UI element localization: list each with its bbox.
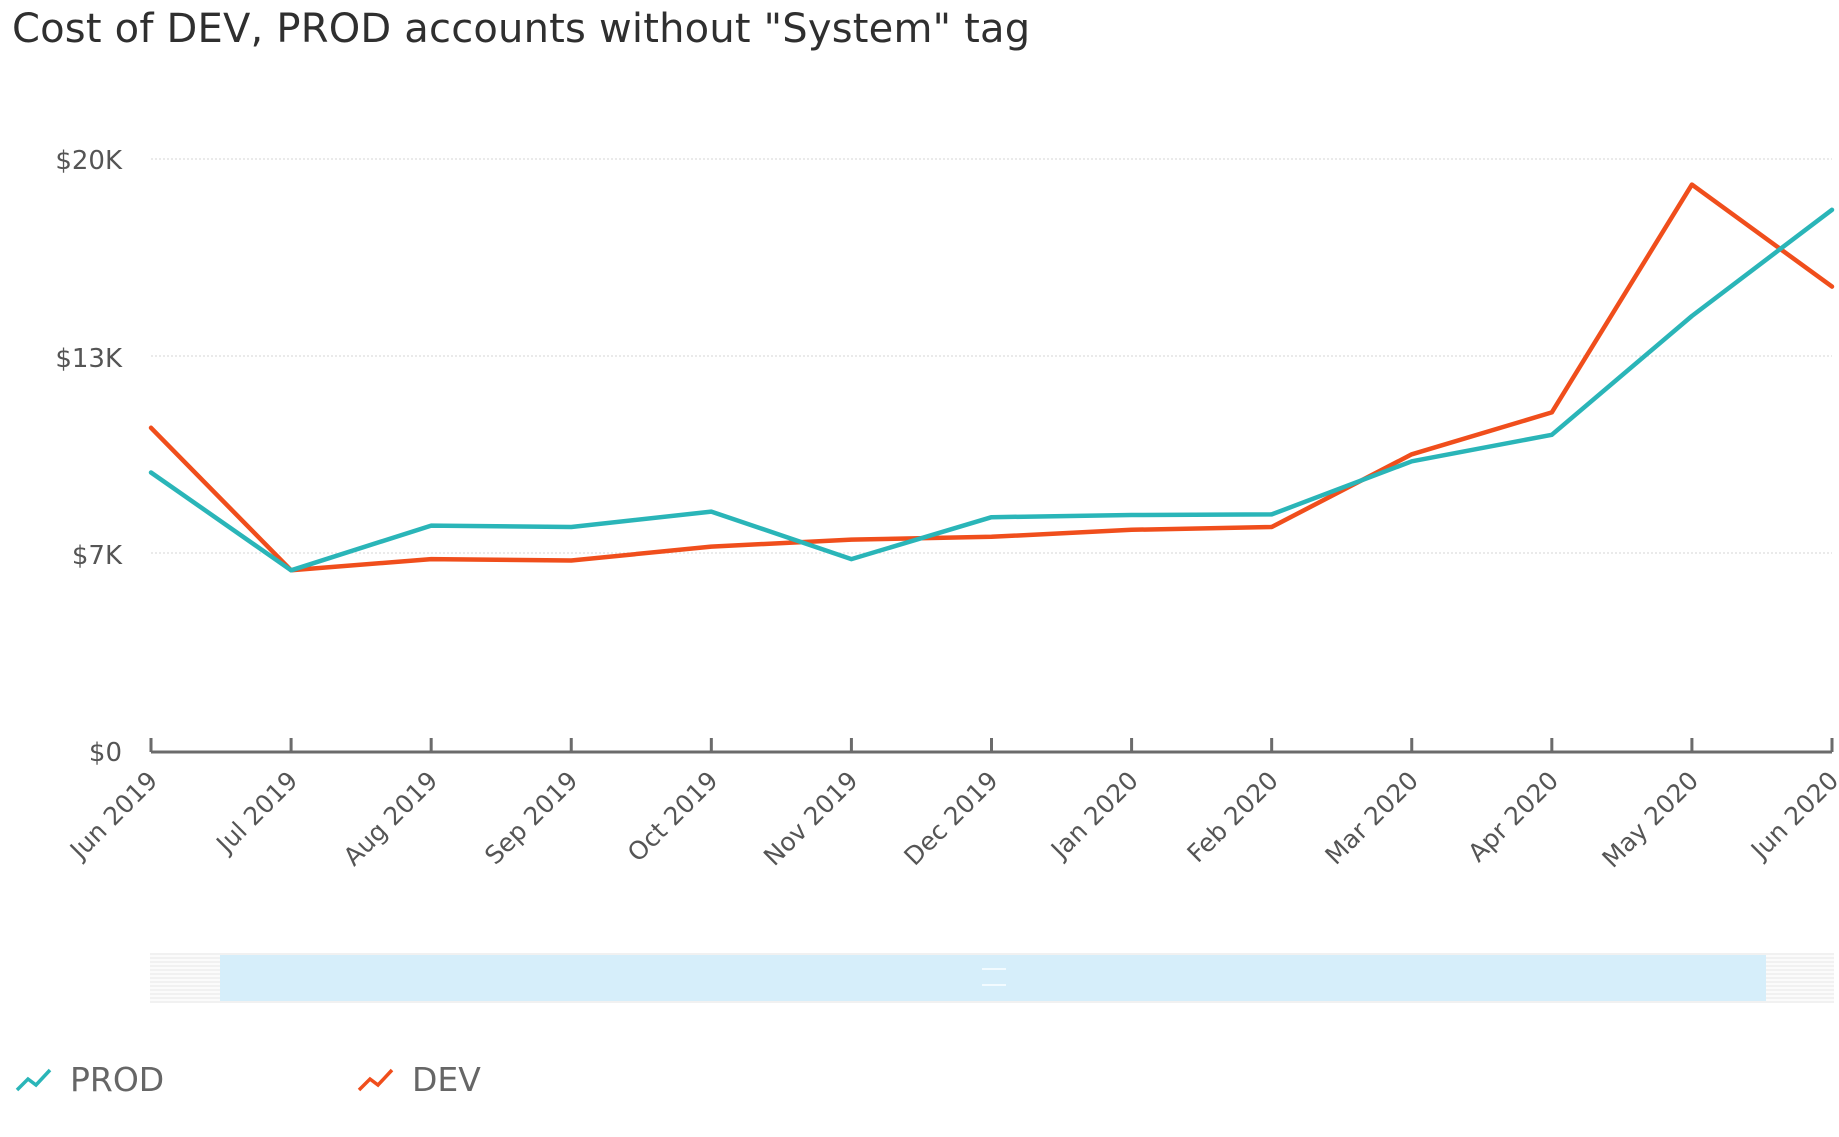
range-scrollbar-thumb[interactable] <box>220 955 1766 1001</box>
x-tick-label: Jun 2020 <box>1744 766 1839 866</box>
x-tick-label: Jun 2019 <box>63 766 163 866</box>
line-chart-icon <box>15 1068 52 1091</box>
series-line-dev <box>148 182 1835 573</box>
y-tick-label: $20K <box>55 146 123 176</box>
y-tick-label: $13K <box>55 344 123 374</box>
x-tick-label: Sep 2019 <box>479 766 583 870</box>
x-tick-label: Feb 2020 <box>1181 766 1283 868</box>
legend-label: DEV <box>412 1060 481 1099</box>
x-tick-label: Oct 2019 <box>622 766 724 868</box>
legend-item-prod[interactable]: PROD <box>14 1060 164 1099</box>
x-tick-label: May 2020 <box>1596 766 1704 874</box>
y-axis: $0 $7K $13K $20K <box>55 146 123 768</box>
y-tick-label: $7K <box>72 541 123 571</box>
x-tick-label: Aug 2019 <box>338 766 444 872</box>
series-line-prod <box>148 207 1835 573</box>
gridlines <box>151 158 1832 554</box>
x-tick-label: Nov 2019 <box>758 766 864 872</box>
x-tick-label: Mar 2020 <box>1320 766 1424 870</box>
x-tick-label: Jan 2020 <box>1044 766 1144 866</box>
scrollbar-grip-icon[interactable] <box>982 968 1006 986</box>
line-chart-icon <box>357 1068 394 1091</box>
x-tick-label: Apr 2020 <box>1462 766 1564 868</box>
x-tick-label: Dec 2019 <box>898 766 1003 871</box>
x-axis: Jun 2019 Jul 2019 Aug 2019 Sep 2019 Oct 2019… <box>63 738 1839 873</box>
y-tick-label: $0 <box>89 738 122 768</box>
legend-item-dev[interactable]: DEV <box>356 1060 481 1099</box>
chart-title: Cost of DEV, PROD accounts without "Syst… <box>12 6 1031 52</box>
series-lines <box>148 182 1835 573</box>
legend-label: PROD <box>70 1060 165 1099</box>
x-tick-label: Jul 2019 <box>209 766 303 860</box>
